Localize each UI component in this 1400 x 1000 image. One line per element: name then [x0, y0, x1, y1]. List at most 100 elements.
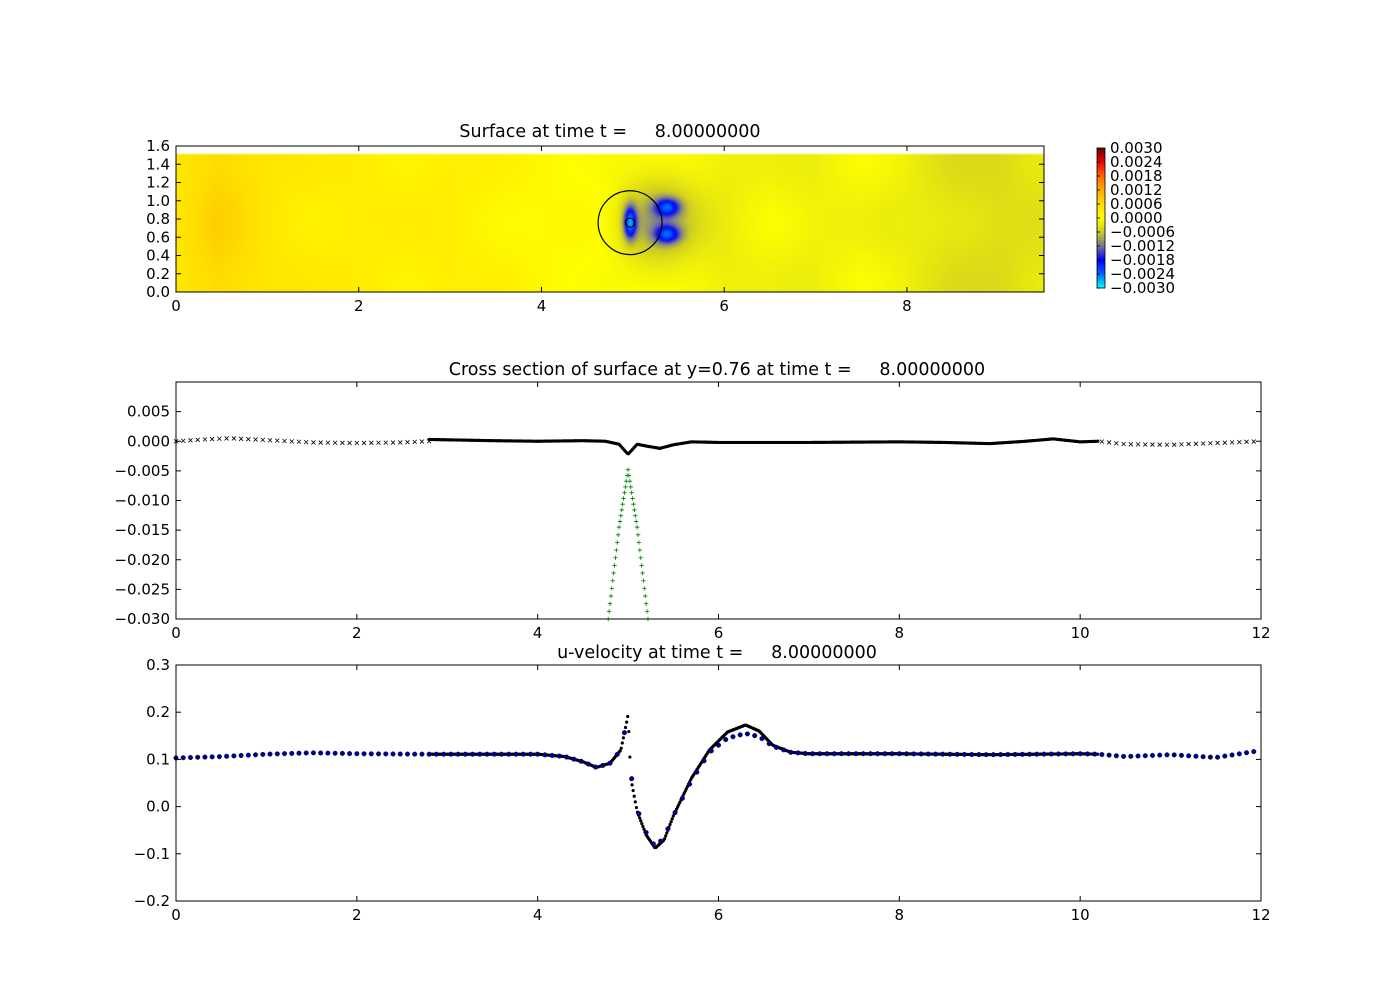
u-velocity-circle-marker: [1251, 749, 1257, 755]
surface-panel: Surface at time t = 8.00000000 0 2 4 6 80.00…: [146, 122, 1045, 315]
cross-section-plus-marker: [607, 601, 613, 606]
u-velocity-circle-marker: [318, 750, 324, 756]
cross-section-x-marker: [260, 437, 266, 443]
cross-section-x-marker: [1222, 440, 1228, 445]
cross-section-plus-marker: [639, 563, 644, 568]
cross-section-x-marker: [419, 439, 425, 444]
cross-section-plus-marker: [615, 532, 621, 538]
u-velocity-circle-marker: [1229, 752, 1235, 758]
cross-section-x-marker: [340, 440, 345, 446]
colorbar-tick-labels: 0.00300.00240.00180.00120.00060.0000−0.0…: [1097, 139, 1175, 297]
surface-heatmap: [176, 146, 1044, 292]
u-velocity-circle-marker: [1048, 751, 1054, 757]
u-velocity-circle-marker: [1041, 751, 1047, 757]
u-velocity-circle-marker: [527, 751, 533, 757]
u-velocity-circle-marker: [1236, 751, 1242, 757]
u-velocity-circle-marker: [1244, 750, 1250, 756]
u-velocity-circle-marker: [1178, 752, 1184, 758]
cross-section-panel: Cross section of surface at y=0.76 at ti…: [114, 360, 1270, 642]
cross-section-plus-marker: [617, 519, 623, 524]
surface-axes-frame: [175, 145, 1045, 293]
cross-section-plus-marker: [610, 578, 615, 583]
u-velocity-axis-ticks: 0 2 4 6 8 10 12 0.3 0.2 0.1 0.0 −0.1 −0.2: [134, 656, 1271, 924]
cross-section-x-marker: [318, 440, 323, 445]
cross-section-x-marker: [1157, 442, 1163, 447]
u-velocity-circle-marker: [925, 751, 931, 757]
cross-section-plus-marker: [627, 478, 633, 484]
u-velocity-circle-marker: [795, 750, 801, 756]
cross-section-x-marker: [224, 436, 229, 441]
cross-section-plus-marker: [631, 501, 636, 507]
cross-section-plus-marker: [640, 570, 645, 576]
u-velocity-circle-marker: [961, 751, 967, 757]
inner-circle: [624, 217, 636, 228]
u-velocity-circle-marker: [303, 750, 309, 756]
cross-section-x-marker: [267, 437, 273, 443]
cross-section-x-marker: [1229, 440, 1235, 445]
u-velocity-ytick-label: −0.1: [134, 845, 170, 863]
cross-section-xtick-label: 8: [895, 624, 905, 642]
u-velocity-dot-marker: [639, 819, 643, 823]
u-velocity-circle-marker: [419, 751, 425, 757]
cross-section-plus-marker: [611, 570, 616, 576]
u-velocity-circle-marker: [1070, 751, 1076, 757]
u-velocity-dot-marker: [619, 746, 623, 750]
u-velocity-circle-marker: [585, 761, 591, 767]
u-velocity-axes-frame: [175, 664, 1262, 902]
u-velocity-circle-marker: [621, 730, 627, 736]
u-velocity-ytick-label: −0.2: [134, 892, 170, 910]
u-velocity-circle-marker: [846, 751, 852, 757]
cross-section-plus-marker: [619, 507, 624, 513]
u-velocity-circle-marker: [889, 751, 895, 757]
cross-section-plus-marker: [633, 513, 638, 518]
u-velocity-circle-marker: [708, 748, 714, 754]
u-velocity-circle-marker: [267, 751, 273, 757]
cross-section-ytick-label: 0.005: [127, 403, 170, 421]
u-velocity-circle-marker: [687, 781, 693, 787]
u-velocity-circle-marker: [1012, 751, 1018, 757]
cross-section-plus-marker: [621, 496, 626, 501]
u-velocity-circle-marker: [1215, 754, 1221, 760]
cross-section-x-marker: [332, 440, 338, 446]
cross-section-x-marker: [1114, 440, 1119, 446]
cross-section-xtick-label: 4: [533, 624, 543, 642]
u-velocity-circle-marker: [209, 754, 215, 760]
u-velocity-xtick-label: 12: [1251, 906, 1270, 924]
u-velocity-circle-marker: [990, 752, 996, 758]
u-velocity-circle-marker: [788, 749, 794, 755]
cross-section-plus-marker: [629, 490, 634, 495]
u-velocity-circle-marker: [766, 741, 772, 747]
u-velocity-circle-marker: [310, 750, 316, 756]
u-velocity-xtick-label: 2: [352, 906, 362, 924]
cross-section-x-marker: [1244, 439, 1249, 445]
cross-section-x-marker: [1237, 439, 1242, 445]
u-velocity-circle-marker: [694, 769, 700, 775]
cross-section-x-marker: [1251, 439, 1257, 444]
u-velocity-circle-marker: [1142, 753, 1148, 759]
cross-section-x-marker: [1186, 441, 1191, 447]
cross-section-plus-marker: [634, 519, 639, 524]
u-velocity-circle-marker: [564, 754, 570, 760]
cross-section-plus-marker: [643, 593, 648, 599]
u-velocity-circle-marker: [1135, 753, 1141, 759]
u-velocity-circle-marker: [455, 751, 461, 757]
cross-section-plus-marker: [625, 467, 631, 472]
colorbar-tick-label: −0.0006: [1110, 223, 1175, 241]
cross-section-x-marker: [1215, 440, 1220, 446]
u-velocity-circle-marker: [274, 751, 280, 757]
u-velocity-circle-marker: [513, 751, 519, 757]
colorbar-tick-label: 0.0006: [1110, 195, 1163, 213]
u-velocity-dot-marker: [628, 755, 632, 759]
u-velocity-circle-marker: [470, 751, 476, 757]
cross-section-series-1: [427, 437, 1100, 456]
cross-section-plus-marker: [616, 524, 622, 530]
u-velocity-circle-marker: [1113, 753, 1119, 759]
cross-section-x-marker: [1135, 442, 1141, 447]
u-velocity-dot-marker: [625, 720, 629, 724]
cross-section-ytick-label: −0.025: [114, 580, 170, 598]
u-velocity-circle-marker: [187, 755, 193, 761]
u-velocity-circle-marker: [614, 751, 620, 757]
u-velocity-circle-marker: [556, 753, 562, 759]
cross-section-x-marker: [412, 439, 417, 445]
